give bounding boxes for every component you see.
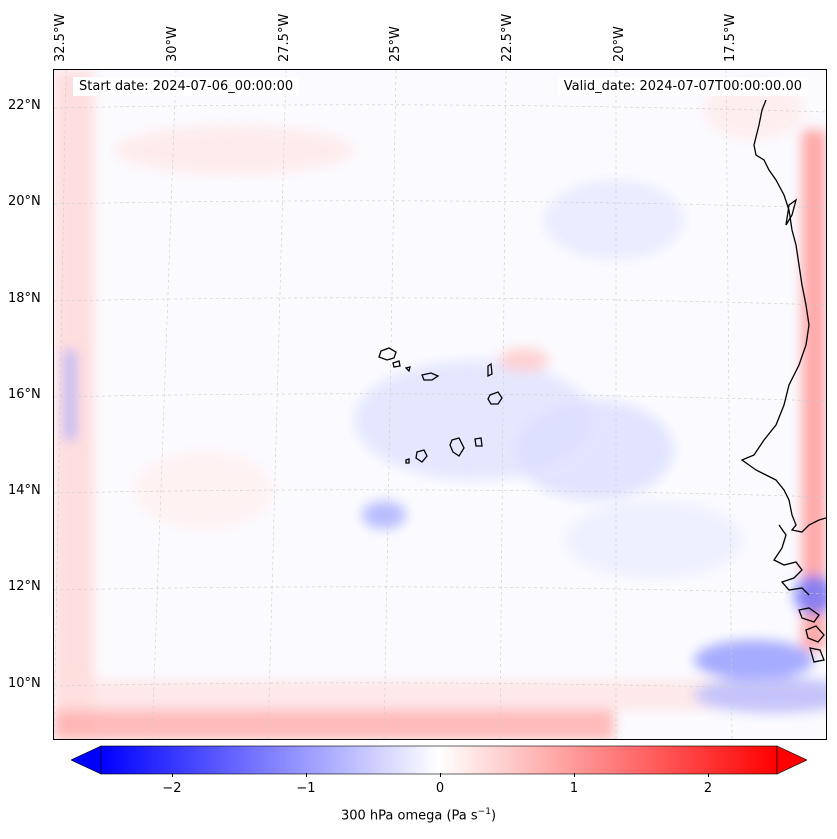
colorbar-label-exponent: −1	[477, 807, 491, 817]
colorbar	[70, 745, 808, 775]
colorbar-tick-mark	[440, 773, 441, 777]
lat-label: 18°N	[8, 291, 41, 306]
lon-label: 32.5°W	[53, 13, 68, 62]
cape-verde-islands	[378, 347, 503, 464]
colorbar-min-extend	[70, 745, 102, 775]
lon-label: 20°W	[612, 26, 627, 62]
colorbar-tick-label: −1	[296, 781, 316, 796]
colorbar-gradient	[100, 745, 778, 775]
colorbar-tick-mark	[708, 773, 709, 777]
valid-date-label: Valid_date: 2024-07-07T00:00:00.00	[557, 77, 808, 96]
colorbar-label: 300 hPa omega (Pa s−1)	[0, 807, 837, 823]
colorbar-tick-label: 1	[569, 781, 579, 796]
lat-label: 20°N	[8, 194, 41, 209]
lon-label: 17.5°W	[723, 13, 738, 62]
colorbar-tick-mark	[574, 773, 575, 777]
omega-shading	[54, 70, 826, 739]
map-panel[interactable]	[53, 69, 827, 740]
colorbar-tick-label: 0	[435, 781, 445, 796]
start-date-label: Start date: 2024-07-06_00:00:00	[73, 77, 300, 96]
colorbar-tick-label: 2	[703, 781, 713, 796]
lat-label: 16°N	[8, 387, 41, 402]
lon-label: 25°W	[388, 26, 403, 62]
colorbar-label-end: )	[490, 808, 497, 824]
lat-label: 10°N	[8, 676, 41, 691]
colorbar-tick-mark	[172, 773, 173, 777]
lat-label: 14°N	[8, 483, 41, 498]
lat-label: 12°N	[8, 579, 41, 594]
lon-label: 30°W	[165, 26, 180, 62]
colorbar-tick-label: −2	[162, 781, 182, 796]
colorbar-label-main: 300 hPa omega (Pa s	[340, 808, 478, 824]
colorbar-tick-mark	[306, 773, 307, 777]
lon-label: 27.5°W	[277, 13, 292, 62]
coastline	[740, 99, 826, 663]
lon-label: 22.5°W	[500, 13, 515, 62]
colorbar-svg	[70, 745, 808, 775]
colorbar-max-extend	[776, 745, 808, 775]
gridlines	[54, 70, 826, 739]
lat-label: 22°N	[8, 98, 41, 113]
omega-field-map	[54, 70, 826, 739]
